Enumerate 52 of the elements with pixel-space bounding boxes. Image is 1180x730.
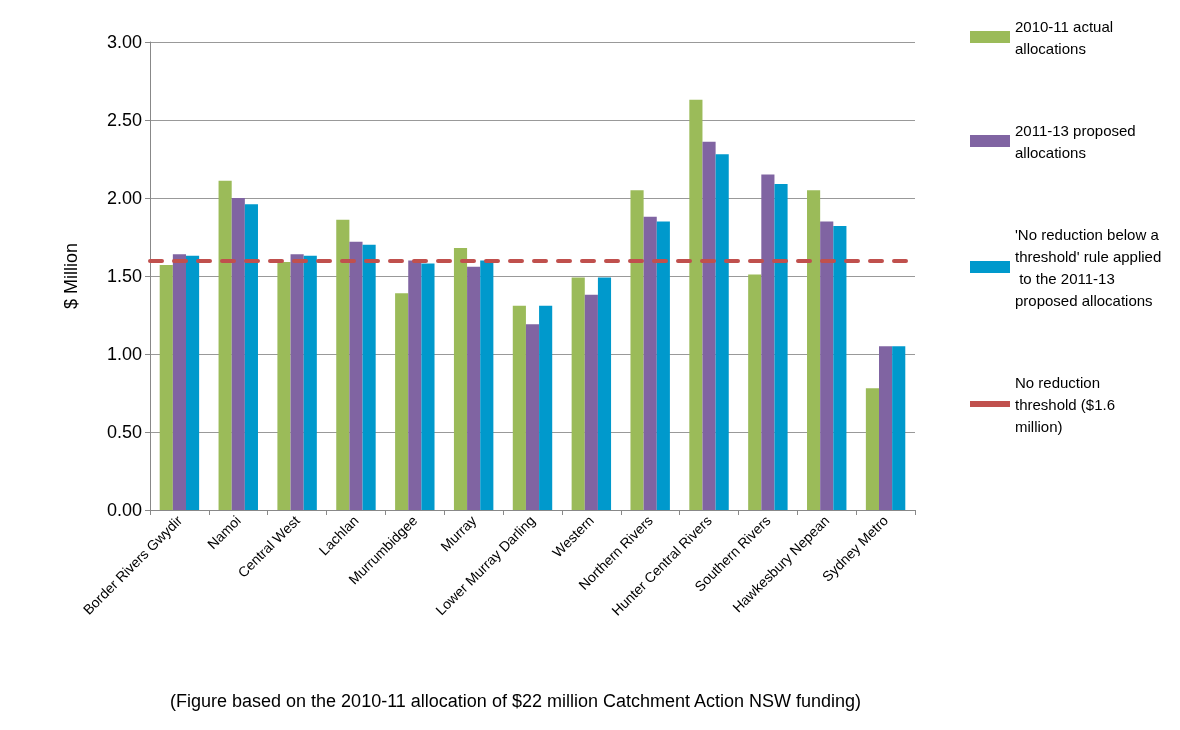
bar: [159, 265, 173, 510]
bar: [303, 255, 317, 510]
bar: [395, 293, 409, 510]
y-tick-label: 2.50: [106, 110, 142, 130]
bar: [480, 260, 494, 510]
legend-label: 2010-11 actual allocations: [1015, 17, 1118, 57]
bar: [865, 388, 880, 510]
bar: [277, 261, 291, 510]
bar: [453, 247, 468, 510]
bar: [689, 99, 703, 510]
bar: [244, 204, 258, 510]
bar: [761, 174, 775, 510]
y-axis-title: $ Million: [61, 242, 81, 310]
bar: [467, 266, 481, 510]
y-tick-label: 1.00: [106, 344, 142, 364]
legend-label: 2011-13 proposed allocations: [1015, 121, 1140, 161]
bar: [892, 346, 906, 510]
bar: [879, 346, 893, 510]
bar: [584, 294, 598, 510]
bar: [656, 221, 670, 510]
bar: [231, 198, 245, 510]
bar: [643, 216, 657, 510]
bar: [833, 226, 847, 510]
bar: [539, 305, 553, 510]
bar: [408, 260, 422, 510]
bar: [172, 254, 186, 510]
bar: [702, 141, 716, 510]
y-tick-label: 2.00: [106, 188, 142, 208]
bar: [748, 274, 762, 510]
bar: [597, 277, 612, 510]
y-tick-label: 1.50: [106, 266, 142, 286]
bar: [774, 183, 788, 510]
bar: [349, 241, 363, 510]
bar: [512, 305, 526, 510]
bar: [362, 244, 376, 510]
y-tick-label: 0.50: [106, 422, 142, 442]
bar: [571, 277, 585, 510]
legend-label: 'No reduction below a threshold' rule applied to the 2011-13 proposed allocations: [1015, 225, 1163, 309]
bar: [820, 221, 834, 510]
legend-label: No reduction threshold ($1.6 million): [1015, 373, 1120, 435]
bar: [336, 219, 350, 510]
y-tick-label: 0.00: [106, 500, 142, 520]
bar: [525, 324, 540, 510]
bar: [218, 180, 232, 510]
bar: [630, 190, 644, 510]
text: (Figure based on the 2010-11 allocation of $22 million Catchment Action NSW funding): [170, 691, 862, 711]
bar: [715, 154, 729, 510]
bar: [807, 190, 821, 510]
bar: [185, 255, 200, 510]
bar: [421, 263, 435, 510]
y-tick-label: 3.00: [106, 32, 142, 52]
bar: [290, 254, 304, 510]
